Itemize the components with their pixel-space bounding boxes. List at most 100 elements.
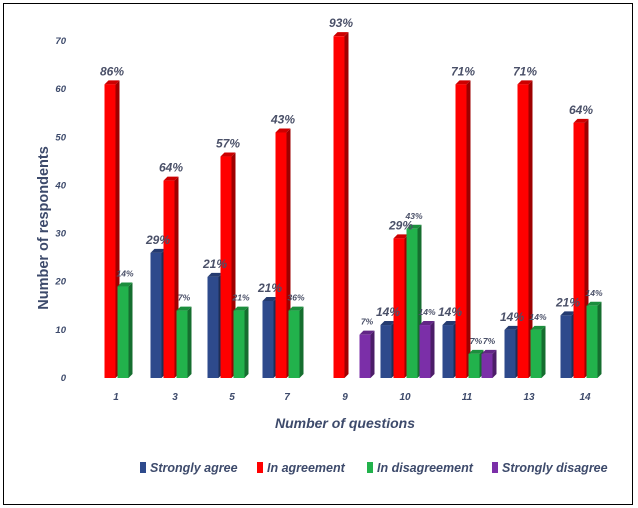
bar bbox=[586, 305, 598, 378]
bar-top bbox=[104, 80, 120, 85]
bar bbox=[393, 238, 405, 378]
x-tick-label: 1 bbox=[113, 392, 119, 403]
bar-top bbox=[380, 321, 396, 326]
legend-swatch bbox=[257, 462, 263, 473]
bar bbox=[406, 228, 418, 378]
bar bbox=[517, 84, 529, 378]
bar bbox=[275, 132, 287, 378]
x-tick-label: 9 bbox=[342, 392, 348, 403]
data-label: 71% bbox=[451, 64, 475, 78]
bar-top bbox=[419, 321, 435, 326]
bar-top bbox=[117, 282, 133, 287]
x-tick-label: 5 bbox=[229, 392, 235, 403]
y-tick-label: 70 bbox=[55, 36, 66, 47]
legend-label: In agreement bbox=[267, 461, 346, 475]
data-label: 14% bbox=[116, 269, 133, 279]
bar-top bbox=[288, 306, 304, 311]
bar-top bbox=[481, 349, 497, 354]
bar bbox=[163, 180, 175, 378]
data-label: 14% bbox=[585, 288, 602, 298]
data-label: 7% bbox=[470, 336, 483, 346]
bar bbox=[442, 325, 454, 378]
y-tick-label: 20 bbox=[54, 277, 66, 288]
y-tick-label: 0 bbox=[61, 373, 67, 384]
bar-top bbox=[504, 325, 520, 330]
y-tick-label: 60 bbox=[55, 84, 66, 95]
bar-top bbox=[275, 128, 291, 133]
data-label: 7% bbox=[361, 317, 374, 327]
data-label: 14% bbox=[500, 310, 524, 324]
bar-side bbox=[430, 321, 435, 378]
data-label: 64% bbox=[159, 161, 183, 175]
data-label: 64% bbox=[569, 103, 593, 117]
legend-swatch bbox=[492, 462, 498, 473]
bar-top bbox=[442, 321, 458, 326]
data-label: 71% bbox=[513, 64, 537, 78]
bar bbox=[468, 353, 480, 378]
data-label: 21% bbox=[231, 293, 249, 303]
bar-side bbox=[244, 306, 249, 378]
data-label: 14% bbox=[376, 305, 400, 319]
bar bbox=[530, 329, 542, 378]
data-label: 14% bbox=[418, 307, 435, 317]
bar bbox=[573, 122, 585, 378]
y-tick-label: 50 bbox=[55, 132, 66, 143]
bar-side bbox=[187, 306, 192, 378]
x-axis-title: Number of questions bbox=[275, 415, 415, 431]
x-tick-label: 3 bbox=[172, 392, 178, 403]
data-label: 86% bbox=[100, 64, 124, 78]
bar bbox=[504, 329, 516, 378]
data-label: 43% bbox=[270, 112, 295, 126]
bar-side bbox=[466, 80, 471, 378]
x-tick-label: 10 bbox=[399, 392, 411, 403]
data-label: 7% bbox=[178, 293, 191, 303]
data-label: 29% bbox=[388, 218, 413, 232]
bar-top bbox=[233, 306, 249, 311]
bar-top bbox=[220, 152, 236, 157]
bar-side bbox=[541, 325, 546, 378]
bar bbox=[117, 286, 129, 378]
y-tick-label: 30 bbox=[55, 229, 66, 240]
legend-swatch bbox=[367, 462, 373, 473]
y-tick-label: 10 bbox=[55, 325, 66, 336]
bar-side bbox=[370, 330, 375, 378]
data-label: 7% bbox=[483, 336, 496, 346]
x-tick-label: 14 bbox=[579, 392, 591, 403]
bar-top bbox=[517, 80, 533, 85]
legend-label: In disagreement bbox=[377, 461, 474, 475]
bar-side bbox=[344, 32, 349, 378]
bar bbox=[262, 300, 274, 378]
bar-top bbox=[573, 118, 589, 123]
x-tick-label: 13 bbox=[523, 392, 535, 403]
bar-side bbox=[528, 80, 533, 378]
legend-label: Strongly agree bbox=[150, 461, 238, 475]
bar bbox=[288, 310, 300, 378]
bar-top bbox=[393, 234, 409, 239]
bar bbox=[481, 353, 493, 378]
x-tick-label: 11 bbox=[462, 392, 473, 403]
data-label: 21% bbox=[257, 281, 282, 295]
y-axis-title: Number of respondents bbox=[36, 146, 52, 310]
bar-side bbox=[597, 301, 602, 378]
data-label: 36% bbox=[287, 293, 304, 303]
data-label: 14% bbox=[438, 305, 462, 319]
data-label: 21% bbox=[555, 295, 580, 309]
bar-top bbox=[262, 296, 278, 301]
data-label: 29% bbox=[145, 233, 170, 247]
bar-side bbox=[299, 306, 304, 378]
data-label: 14% bbox=[529, 312, 546, 322]
bar-top bbox=[586, 301, 602, 306]
bar bbox=[207, 276, 219, 378]
bar bbox=[419, 325, 431, 378]
bar-side bbox=[128, 282, 133, 378]
bar bbox=[560, 315, 572, 378]
bar-top bbox=[406, 224, 422, 229]
bar-top bbox=[468, 349, 484, 354]
legend-label: Strongly disagree bbox=[502, 461, 608, 475]
data-label: 93% bbox=[329, 16, 353, 30]
bar-side bbox=[492, 349, 497, 378]
x-tick-label: 7 bbox=[284, 392, 290, 403]
bar-top bbox=[530, 325, 546, 330]
bar-top bbox=[359, 330, 375, 335]
